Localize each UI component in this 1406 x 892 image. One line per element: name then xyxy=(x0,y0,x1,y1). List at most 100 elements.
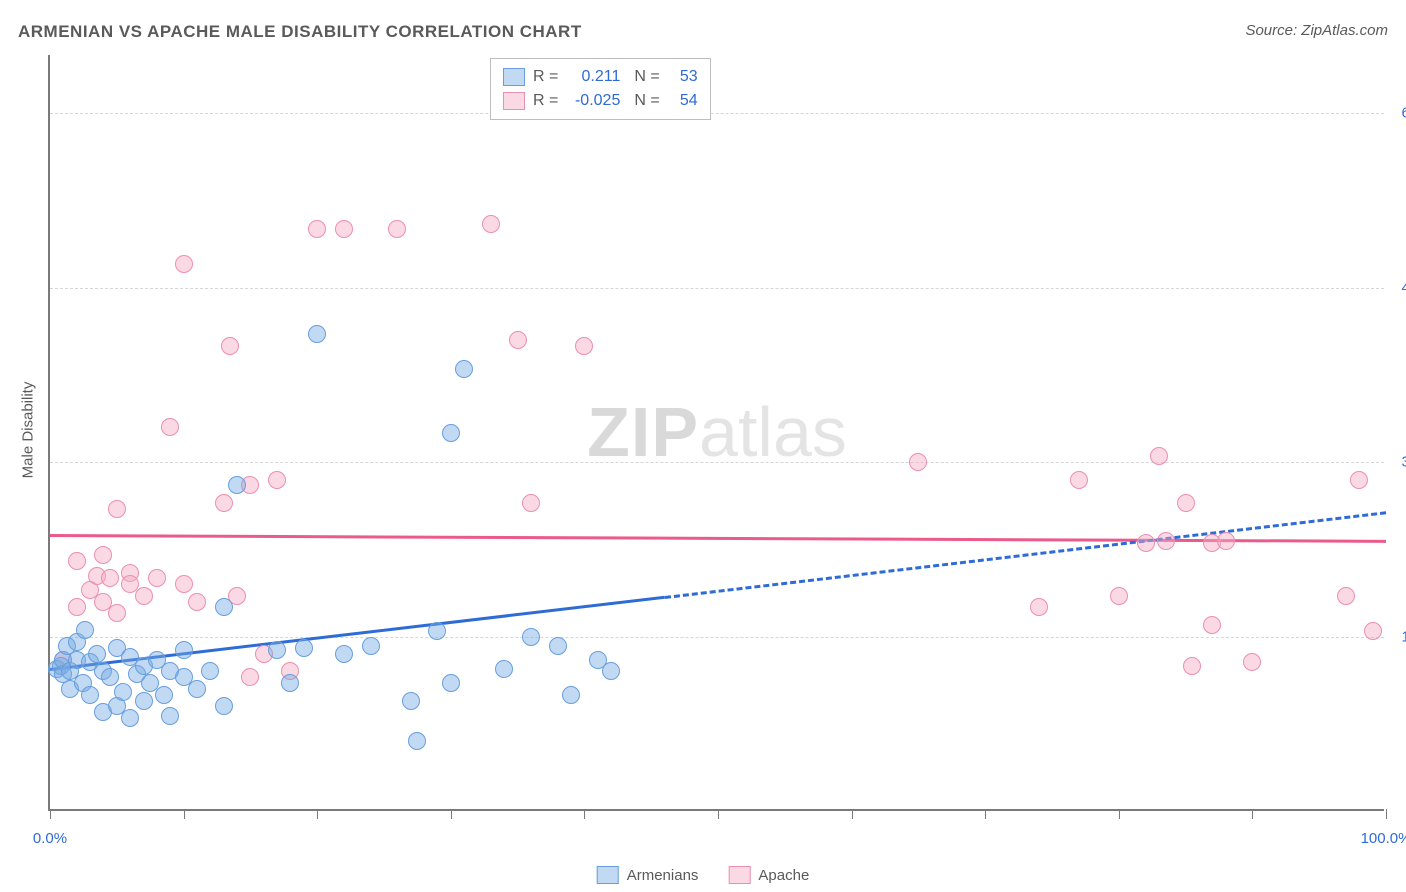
watermark-zip: ZIP xyxy=(587,393,699,471)
x-tick-label: 0.0% xyxy=(33,830,67,847)
data-point-apache xyxy=(1243,653,1261,671)
data-point-armenians xyxy=(114,683,132,701)
data-point-apache xyxy=(388,220,406,238)
y-tick-label: 45.0% xyxy=(1388,279,1406,296)
swatch-armenians xyxy=(597,866,619,884)
data-point-armenians xyxy=(455,360,473,378)
y-axis-title: Male Disability xyxy=(20,382,37,479)
data-point-armenians xyxy=(81,686,99,704)
x-tick xyxy=(1386,809,1387,819)
data-point-armenians xyxy=(402,692,420,710)
data-point-apache xyxy=(161,418,179,436)
n-label: N = xyxy=(634,89,659,113)
legend-item-apache: Apache xyxy=(728,866,809,884)
x-tick xyxy=(852,809,853,819)
data-point-armenians xyxy=(495,660,513,678)
r-label: R = xyxy=(533,65,558,89)
data-point-apache xyxy=(1137,534,1155,552)
plot-area: ZIPatlas 15.0%30.0%45.0%60.0%0.0%100.0%R… xyxy=(48,55,1384,811)
y-tick-label: 60.0% xyxy=(1388,105,1406,122)
x-tick xyxy=(1252,809,1253,819)
source-attribution: Source: ZipAtlas.com xyxy=(1245,22,1388,39)
n-label: N = xyxy=(634,65,659,89)
data-point-armenians xyxy=(308,325,326,343)
x-tick xyxy=(184,809,185,819)
gridline xyxy=(50,462,1384,463)
data-point-apache xyxy=(335,220,353,238)
data-point-apache xyxy=(909,453,927,471)
data-point-apache xyxy=(1203,616,1221,634)
data-point-armenians xyxy=(549,637,567,655)
data-point-armenians xyxy=(215,598,233,616)
gridline xyxy=(50,113,1384,114)
stats-swatch xyxy=(503,92,525,110)
data-point-armenians xyxy=(442,674,460,692)
data-point-apache xyxy=(1177,494,1195,512)
data-point-apache xyxy=(135,587,153,605)
series-legend: Armenians Apache xyxy=(597,866,810,884)
watermark-atlas: atlas xyxy=(699,393,847,471)
data-point-apache xyxy=(215,494,233,512)
data-point-apache xyxy=(94,546,112,564)
data-point-apache xyxy=(108,604,126,622)
gridline xyxy=(50,288,1384,289)
x-tick xyxy=(50,809,51,819)
data-point-armenians xyxy=(335,645,353,663)
data-point-apache xyxy=(1030,598,1048,616)
x-tick xyxy=(718,809,719,819)
data-point-apache xyxy=(308,220,326,238)
data-point-apache xyxy=(482,215,500,233)
data-point-armenians xyxy=(121,709,139,727)
data-point-apache xyxy=(1337,587,1355,605)
data-point-apache xyxy=(268,471,286,489)
data-point-armenians xyxy=(76,621,94,639)
y-tick-label: 30.0% xyxy=(1388,454,1406,471)
data-point-armenians xyxy=(602,662,620,680)
data-point-armenians xyxy=(215,697,233,715)
data-point-apache xyxy=(221,337,239,355)
x-tick xyxy=(317,809,318,819)
data-point-armenians xyxy=(522,628,540,646)
data-point-armenians xyxy=(268,641,286,659)
data-point-armenians xyxy=(88,645,106,663)
data-point-apache xyxy=(188,593,206,611)
data-point-armenians xyxy=(228,476,246,494)
data-point-apache xyxy=(175,575,193,593)
data-point-armenians xyxy=(135,692,153,710)
data-point-armenians xyxy=(201,662,219,680)
trend-line xyxy=(664,511,1386,599)
data-point-armenians xyxy=(175,641,193,659)
swatch-apache xyxy=(728,866,750,884)
data-point-armenians xyxy=(155,686,173,704)
data-point-armenians xyxy=(101,668,119,686)
data-point-apache xyxy=(175,255,193,273)
data-point-armenians xyxy=(362,637,380,655)
data-point-apache xyxy=(148,569,166,587)
data-point-apache xyxy=(241,668,259,686)
x-tick xyxy=(985,809,986,819)
data-point-armenians xyxy=(408,732,426,750)
data-point-apache xyxy=(1157,532,1175,550)
data-point-apache xyxy=(509,331,527,349)
x-tick xyxy=(1119,809,1120,819)
x-tick-label: 100.0% xyxy=(1361,830,1406,847)
chart-title: ARMENIAN VS APACHE MALE DISABILITY CORRE… xyxy=(18,22,582,42)
data-point-armenians xyxy=(295,639,313,657)
n-value: 54 xyxy=(668,89,698,113)
stats-swatch xyxy=(503,68,525,86)
r-value: -0.025 xyxy=(566,89,620,113)
data-point-apache xyxy=(1217,532,1235,550)
data-point-apache xyxy=(1070,471,1088,489)
data-point-apache xyxy=(1110,587,1128,605)
r-label: R = xyxy=(533,89,558,113)
gridline xyxy=(50,637,1384,638)
legend-label-armenians: Armenians xyxy=(627,867,699,884)
r-value: 0.211 xyxy=(566,65,620,89)
data-point-armenians xyxy=(281,674,299,692)
data-point-apache xyxy=(68,598,86,616)
data-point-armenians xyxy=(428,622,446,640)
legend-label-apache: Apache xyxy=(758,867,809,884)
data-point-apache xyxy=(101,569,119,587)
data-point-apache xyxy=(1150,447,1168,465)
data-point-armenians xyxy=(161,707,179,725)
